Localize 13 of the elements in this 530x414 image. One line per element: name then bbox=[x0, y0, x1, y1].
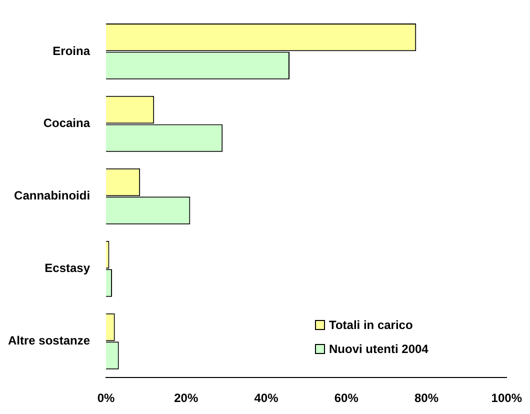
y-tick-label: Eroina bbox=[52, 44, 90, 58]
y-tick-label: Cannabinoidi bbox=[14, 188, 90, 203]
legend-label: Totali in carico bbox=[329, 318, 413, 332]
x-tick-label: 40% bbox=[254, 391, 279, 406]
x-tick-label: 100% bbox=[491, 391, 522, 406]
y-tick-label: Cocaina bbox=[43, 116, 90, 130]
y-tick-label: Altre sostanze bbox=[8, 334, 90, 348]
legend-label: Nuovi utenti 2004 bbox=[329, 342, 428, 356]
x-tick-label: 80% bbox=[414, 391, 439, 406]
x-tick-label: 20% bbox=[174, 391, 198, 406]
x-tick-label: 60% bbox=[334, 391, 359, 406]
x-tick-label: 0% bbox=[97, 391, 116, 406]
y-tick-label: Ecstasy bbox=[44, 261, 90, 276]
